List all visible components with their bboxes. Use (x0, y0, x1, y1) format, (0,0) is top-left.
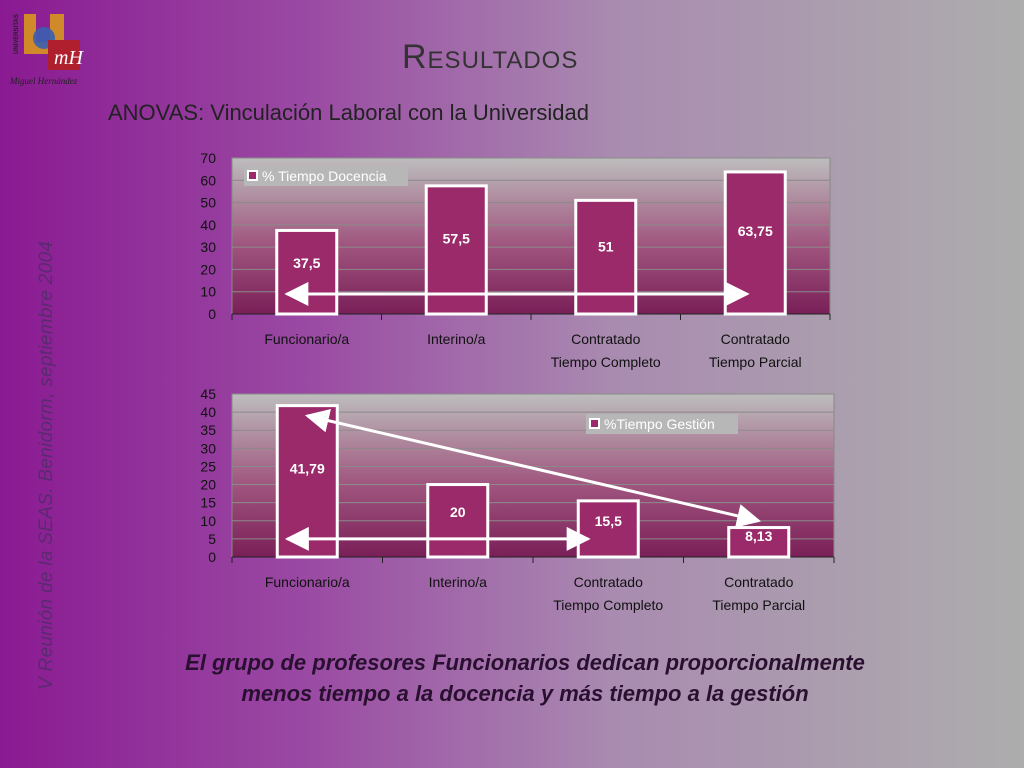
data-label: 41,79 (290, 461, 325, 477)
y-tick-label: 60 (200, 172, 216, 188)
conclusion-text: El grupo de profesores Funcionarios dedi… (185, 650, 865, 706)
x-category-label: Tiempo Parcial (709, 354, 802, 370)
page-title: Resultados (402, 38, 579, 76)
y-tick-label: 15 (200, 495, 216, 511)
y-tick-label: 10 (200, 513, 216, 529)
bar (275, 404, 339, 559)
legend-swatch (589, 418, 600, 429)
y-tick-label: 45 (200, 386, 216, 402)
y-tick-label: 40 (200, 404, 216, 420)
x-category-label: Interino/a (429, 574, 488, 590)
x-category-label: Contratado (721, 331, 790, 347)
bar (275, 228, 339, 316)
legend-swatch (247, 170, 258, 181)
legend-label: % Tiempo Docencia (262, 168, 387, 184)
university-logo: mH UNIVERSITAS (14, 14, 84, 70)
data-label: 57,5 (443, 231, 470, 247)
y-tick-label: 40 (200, 217, 216, 233)
x-category-label: Tiempo Parcial (712, 597, 805, 613)
x-category-label: Tiempo Completo (551, 354, 661, 370)
data-label: 63,75 (738, 223, 773, 239)
bar (426, 483, 490, 559)
svg-text:mH: mH (54, 47, 84, 69)
logo-caption: Miguel Hernández (10, 76, 78, 86)
y-tick-label: 10 (200, 284, 216, 300)
x-category-label: Contratado (724, 574, 793, 590)
x-category-label: Contratado (574, 574, 643, 590)
data-label: 15,5 (595, 513, 622, 529)
y-tick-label: 25 (200, 458, 216, 474)
data-label: 20 (450, 504, 466, 520)
y-tick-label: 20 (200, 261, 216, 277)
bar (574, 198, 638, 316)
y-tick-label: 20 (200, 477, 216, 493)
data-label: 51 (598, 238, 614, 254)
x-category-label: Interino/a (427, 331, 486, 347)
x-category-label: Contratado (571, 331, 640, 347)
data-label: 8,13 (745, 528, 772, 544)
y-tick-label: 30 (200, 440, 216, 456)
x-category-label: Funcionario/a (264, 331, 349, 347)
bar (727, 526, 791, 559)
svg-text:UNIVERSITAS: UNIVERSITAS (14, 14, 20, 54)
y-tick-label: 0 (208, 549, 216, 565)
y-tick-label: 0 (208, 306, 216, 322)
x-category-label: Tiempo Completo (553, 597, 663, 613)
legend-box (244, 166, 408, 186)
y-tick-label: 35 (200, 422, 216, 438)
annotation-arrow (304, 408, 762, 528)
legend-label: %Tiempo Gestión (604, 416, 715, 432)
y-tick-label: 70 (200, 150, 216, 166)
x-category-label: Funcionario/a (265, 574, 350, 590)
y-tick-label: 30 (200, 239, 216, 255)
page-subtitle: ANOVAS: Vinculación Laboral con la Unive… (108, 100, 590, 125)
data-label: 37,5 (293, 255, 320, 271)
y-tick-label: 5 (208, 531, 216, 547)
y-tick-label: 50 (200, 195, 216, 211)
